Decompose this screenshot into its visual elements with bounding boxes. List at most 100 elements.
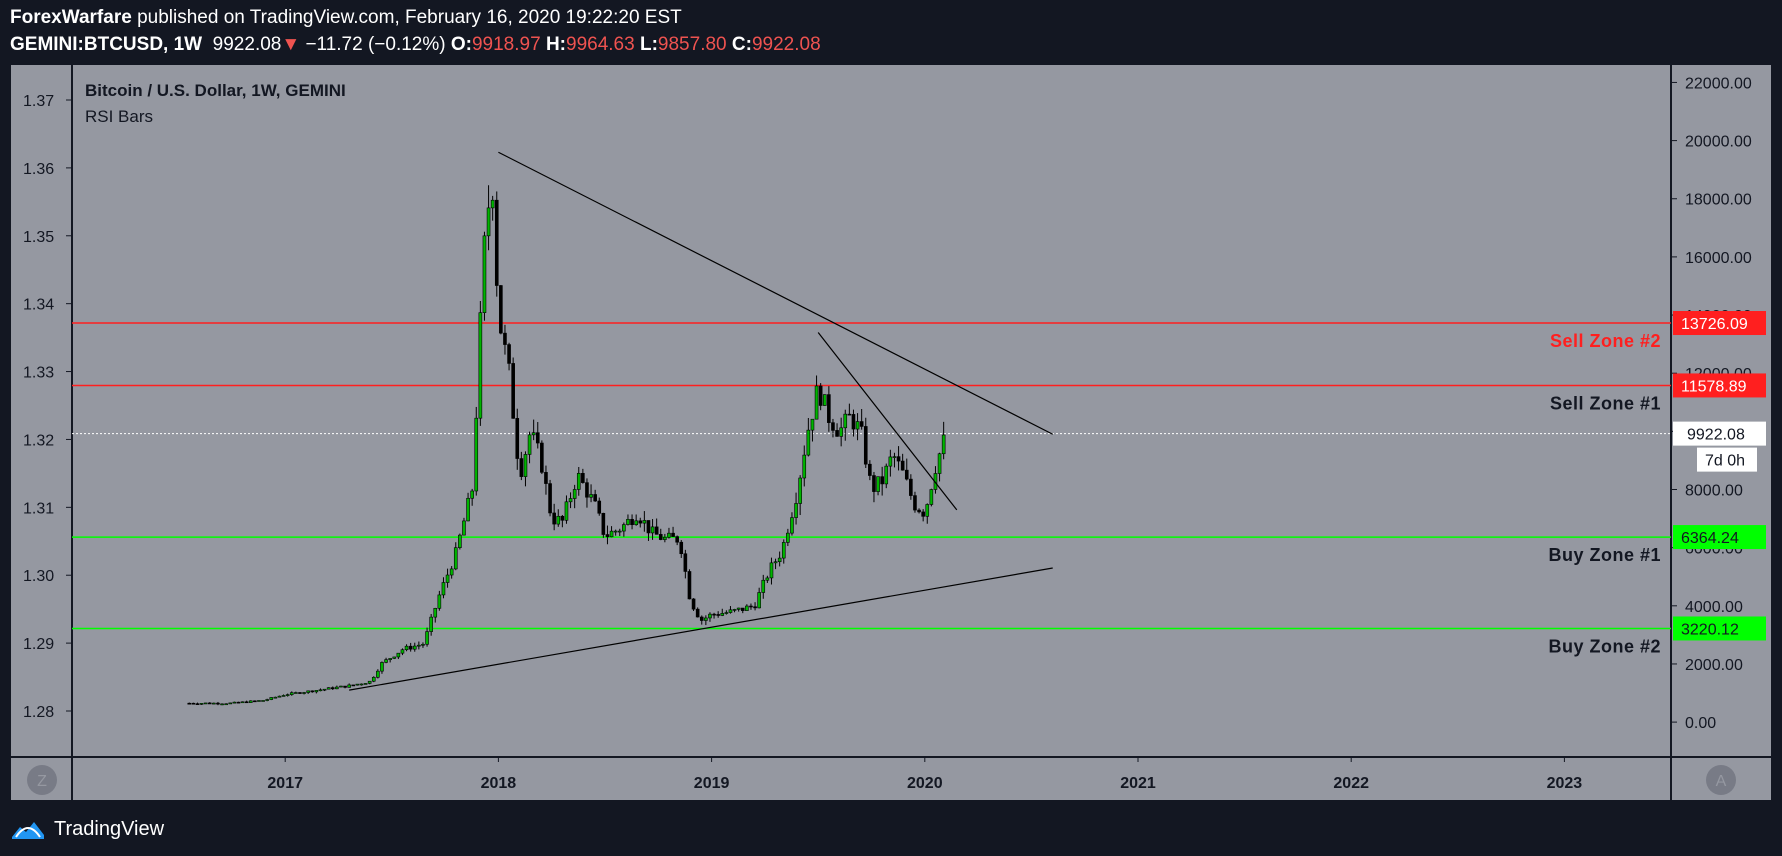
candle-body [556, 515, 561, 525]
right-axis-tick-label: 18000.00 [1685, 192, 1752, 209]
candle-body [478, 312, 483, 419]
candle-body [749, 605, 753, 608]
candle-body [704, 617, 708, 621]
candle-body [634, 520, 638, 526]
candle-body [679, 541, 684, 555]
candle-body [872, 475, 876, 492]
candle-body [306, 690, 310, 693]
auto-scale-button[interactable] [1706, 765, 1736, 795]
price-tag-label: 3220.12 [1681, 621, 1739, 638]
candle-body [285, 694, 290, 696]
candle-body [253, 700, 257, 703]
candle-body [355, 683, 360, 686]
candle-body [806, 429, 811, 456]
footer: TradingView [10, 813, 164, 845]
zoom-button[interactable] [27, 765, 57, 795]
left-axis-tick-label: 1.32 [23, 432, 54, 449]
down-arrow-icon: ▼ [281, 34, 301, 55]
footer-brand[interactable]: TradingView [54, 817, 165, 840]
left-axis-tick-label: 1.29 [23, 636, 54, 653]
candle-body [552, 512, 556, 525]
candle-body [281, 695, 286, 697]
price-tag-label: 11578.89 [1681, 378, 1747, 395]
left-axis-tick-label: 1.34 [23, 297, 54, 314]
candle-body [663, 536, 667, 540]
candle-body [736, 607, 741, 610]
candle-body [269, 697, 274, 700]
candle-body [814, 385, 819, 420]
candle-body [433, 607, 438, 618]
right-scale-bg[interactable] [1671, 65, 1771, 757]
candle-body [519, 458, 524, 477]
candle-body [437, 594, 442, 609]
candle-body [884, 465, 889, 485]
candle-body [244, 701, 249, 704]
candle-body [371, 676, 376, 682]
ohlc-line: GEMINI:BTCUSD, 1W 9922.08▼ −11.72 (−0.12… [10, 33, 821, 57]
candle-body [646, 520, 651, 534]
legend-indicator: RSI Bars [85, 107, 153, 126]
candle-body [540, 442, 544, 473]
candle-body [351, 684, 356, 687]
candle-body [896, 456, 901, 462]
candle-body [818, 385, 823, 406]
candle-body [499, 285, 503, 334]
right-axis-tick-label: 2000.00 [1685, 657, 1743, 674]
candle-body [929, 489, 934, 505]
trendlines [349, 151, 1053, 691]
candle-body [421, 643, 425, 646]
candle-body [404, 645, 409, 651]
left-scale-bg[interactable] [11, 65, 72, 757]
time-scale-bg[interactable] [11, 757, 1771, 800]
candle-body [507, 344, 511, 364]
publish-date: published on TradingView.com, February 1… [137, 7, 682, 28]
candle-body [380, 662, 384, 672]
candle-body [527, 434, 532, 455]
author-name[interactable]: ForexWarfare [10, 7, 132, 28]
low-value: 9857.80 [657, 34, 727, 55]
time-axis-tick-label: 2018 [481, 775, 517, 792]
candle-body [564, 501, 569, 521]
candle-body [802, 454, 807, 479]
candle-body [195, 703, 200, 705]
candle-body [265, 699, 269, 701]
candle-body [740, 607, 745, 611]
candle-body [392, 656, 397, 659]
candle-body [593, 494, 597, 502]
candle-body [777, 557, 782, 563]
low-label: L: [639, 34, 658, 55]
candle-body [630, 518, 634, 526]
candle-body [917, 509, 921, 513]
price-chart[interactable]: 1.28 1.29 1.30 1.31 1.32 1.33 1.34 1.35 1.36 1.37… [0, 0, 1782, 810]
candle-body [466, 497, 470, 522]
candle-body [240, 701, 245, 704]
candle-body [728, 609, 733, 613]
plot-area[interactable] [72, 65, 1671, 757]
candle-body [581, 473, 585, 483]
right-axis-tick-label: 4000.00 [1685, 599, 1743, 616]
candle-body [453, 547, 458, 570]
candle-body [876, 476, 880, 492]
candle-body [781, 542, 786, 559]
candle-body [675, 536, 679, 543]
candle-body [904, 469, 909, 480]
left-axis-tick-label: 1.37 [23, 93, 54, 110]
trendline-upper-down-trend [498, 151, 1053, 435]
candle-body [298, 692, 302, 694]
candle-body [683, 553, 688, 572]
candle-body [289, 692, 294, 695]
candle-body [408, 645, 413, 650]
candle-body [753, 606, 757, 609]
left-axis-tick-label: 1.33 [23, 365, 54, 382]
candle-body [868, 463, 872, 476]
time-axis-tick-label: 2021 [1120, 775, 1156, 792]
candle-body [761, 579, 766, 593]
candle-body [855, 421, 860, 430]
price-tags: 13726.09 11578.89 6364.24 3220.12 9922.08 7d … [1673, 311, 1766, 641]
candle-body [470, 490, 474, 499]
candle-body [544, 472, 548, 484]
high-value: 9964.63 [566, 34, 635, 55]
candle-body [757, 592, 761, 609]
current-price-tag-label: 9922.08 [1687, 427, 1745, 444]
right-axis-tick-label: 20000.00 [1685, 134, 1752, 151]
